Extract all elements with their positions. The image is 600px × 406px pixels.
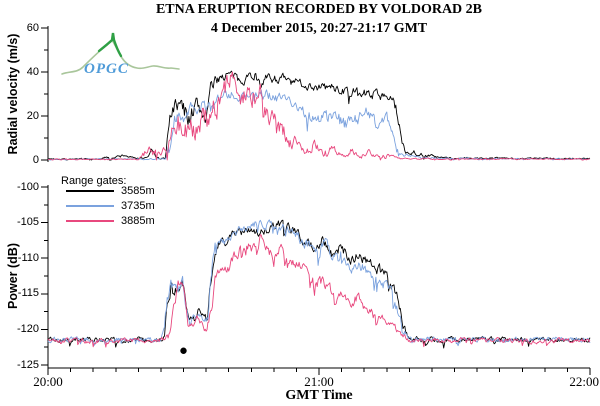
y-tick-label: 20 [26,109,39,122]
opgc-logo-curve [61,38,180,75]
y-tick-label: -100 [16,180,39,193]
series-3885m [48,71,591,161]
legend-line-swatch [66,205,114,207]
series-3585m [47,70,591,161]
legend-item: 3885m [66,215,155,227]
y-axis-label-velocity: Radial velocity (m/s) [6,33,20,155]
series-3735m [47,89,591,161]
y-tick-label: 40 [26,65,39,78]
y-tick-label: 60 [26,21,39,34]
x-tick-label: 20:00 [33,374,63,389]
axes [41,26,591,375]
y-tick-label: 0 [32,153,39,166]
eruption-onset-marker [180,347,187,354]
legend-label: 3585m [121,185,155,197]
legend-label: 3885m [121,215,155,227]
y-tick-label: -110 [17,251,39,264]
y-tick-label: -125 [16,358,39,371]
opgc-logo [61,32,180,75]
series-3735m [47,219,591,347]
data-series [47,70,591,354]
x-tick-label: 22:00 [569,374,599,389]
chart-title: ETNA ERUPTION RECORDED BY VOLDORAD 2B [155,2,483,17]
legend-item: 3735m [66,200,155,212]
opgc-logo-peak [97,32,123,58]
legend-header: Range gates: [61,175,127,187]
y-tick-label: -120 [16,322,39,335]
legend-line-swatch [66,190,114,192]
legend-item: 3585m [66,185,155,197]
x-axis-label: GMT Time [285,388,353,403]
series-3885m [47,234,591,348]
chart-subtitle: 4 December 2015, 20:27-21:17 GMT [210,21,428,36]
legend-label: 3735m [121,200,155,212]
x-tick-label: 21:00 [304,374,334,389]
y-tick-label: -105 [16,216,39,229]
series-3585m [47,219,591,349]
opgc-logo-text: OPGC [84,61,129,77]
y-tick-label: -115 [17,287,39,300]
legend-line-swatch [66,220,114,222]
